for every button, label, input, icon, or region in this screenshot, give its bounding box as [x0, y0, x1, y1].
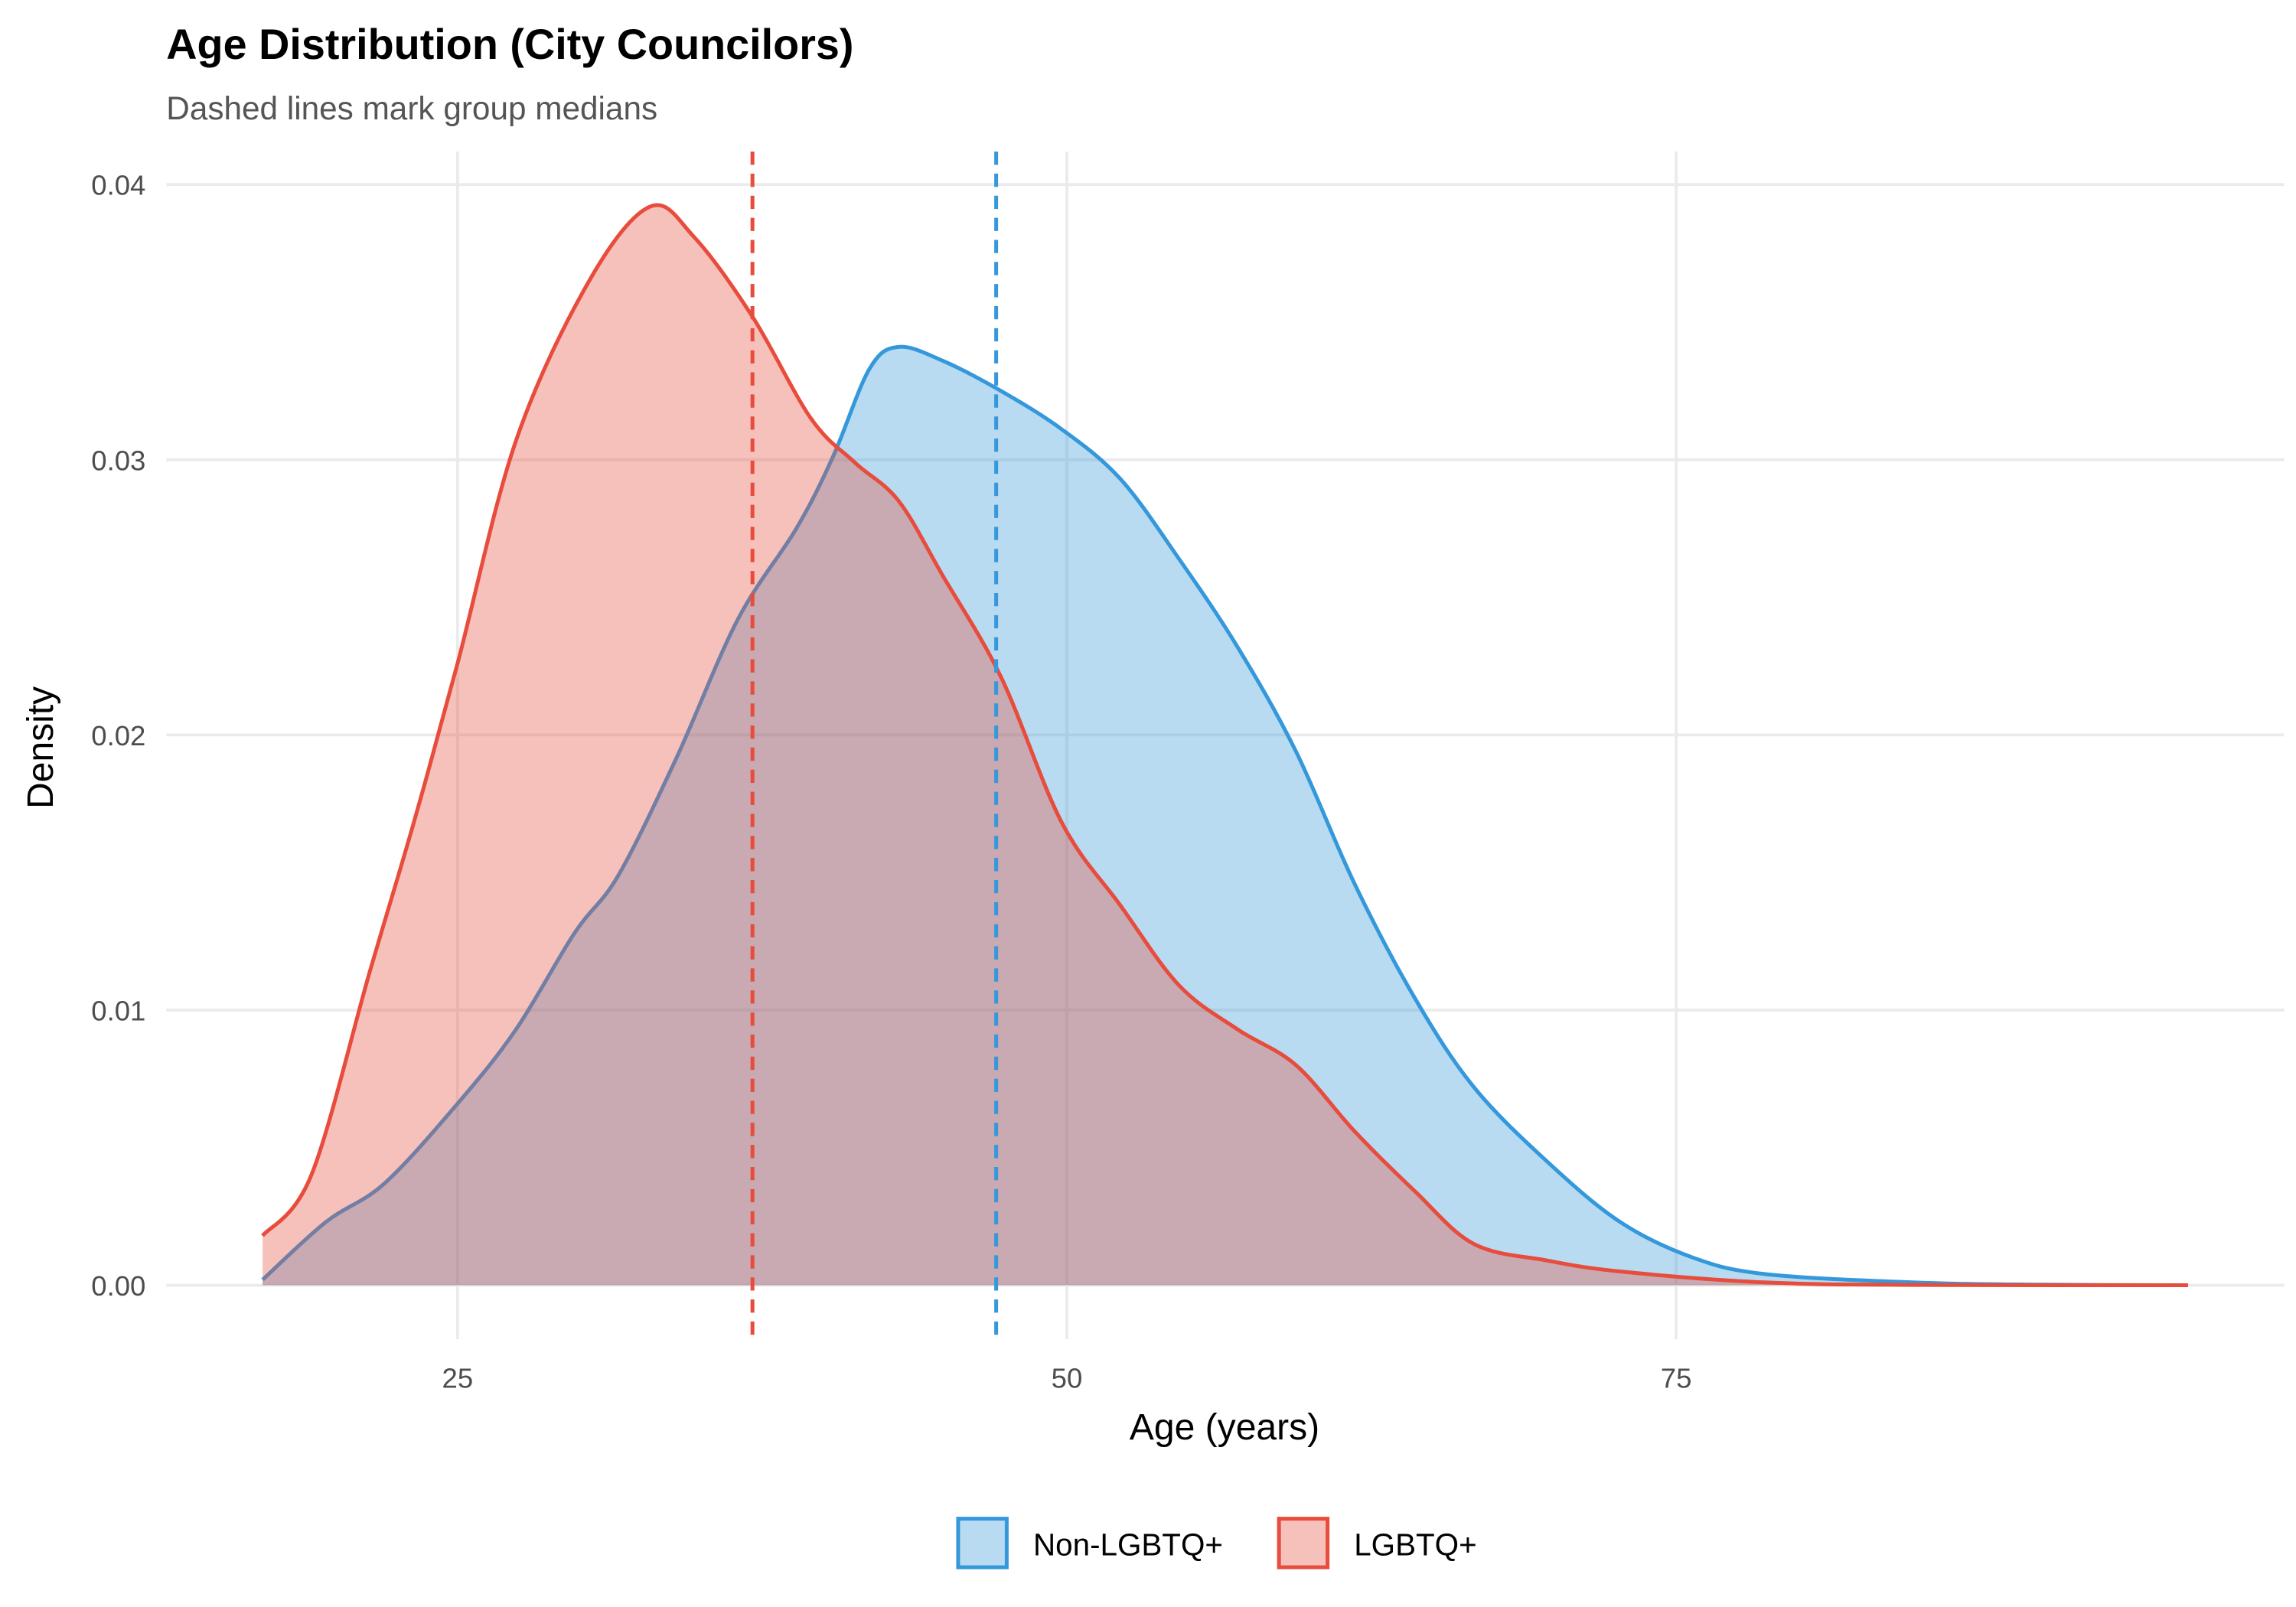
chart-title: Age Distribution (City Councilors)	[166, 21, 853, 68]
legend: Non-LGBTQ+ LGBTQ+	[956, 1517, 1477, 1570]
grid	[166, 152, 2285, 1339]
density-area-lgbtq	[263, 204, 2188, 1286]
legend-swatch-lgbtq	[1277, 1517, 1330, 1570]
legend-label-non-lgbtq: Non-LGBTQ+	[1033, 1527, 1223, 1563]
y-axis-label: Density	[20, 686, 61, 809]
x-tick-label: 75	[1661, 1362, 1692, 1393]
y-tick-label: 0.04	[91, 170, 145, 201]
density-line-lgbtq	[261, 203, 2188, 1288]
chart-subtitle: Dashed lines mark group medians	[166, 90, 657, 126]
y-tick-label: 0.00	[91, 1270, 145, 1302]
legend-swatch-non-lgbtq	[956, 1517, 1009, 1570]
density-areas	[261, 203, 2188, 1288]
legend-label-lgbtq: LGBTQ+	[1354, 1527, 1476, 1563]
density-area-non-lgbtq	[263, 347, 2188, 1286]
x-axis-ticks: 25 50 75	[442, 1362, 1692, 1393]
x-tick-label: 50	[1052, 1362, 1083, 1393]
density-line-non-lgbtq	[261, 344, 2188, 1288]
x-axis-label: Age (years)	[1130, 1407, 1319, 1448]
y-axis-ticks: 0.00 0.01 0.02 0.03 0.04	[91, 170, 145, 1302]
y-tick-label: 0.03	[91, 445, 145, 476]
x-tick-label: 25	[442, 1362, 474, 1393]
y-tick-label: 0.02	[91, 720, 145, 751]
y-tick-label: 0.01	[91, 995, 145, 1026]
legend-item-lgbtq: LGBTQ+	[1277, 1517, 1477, 1570]
legend-item-non-lgbtq: Non-LGBTQ+	[956, 1517, 1223, 1570]
